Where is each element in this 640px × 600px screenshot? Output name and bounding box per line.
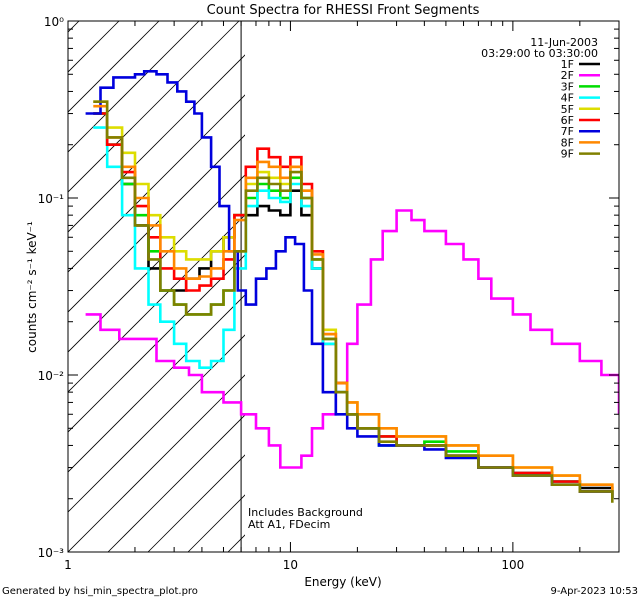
legend-label: 7F bbox=[561, 125, 574, 138]
hatch-line bbox=[68, 94, 245, 273]
hatch-line bbox=[68, 21, 80, 33]
y-tick-labels: 10⁰ 10⁻¹ 10⁻² 10⁻³ bbox=[38, 15, 65, 560]
legend-label: 6F bbox=[561, 114, 574, 127]
legend-label: 1F bbox=[561, 58, 574, 71]
series-group bbox=[85, 70, 619, 503]
chart-title: Count Spectra for RHESSI Front Segments bbox=[207, 3, 480, 18]
series-9F-line bbox=[93, 100, 614, 503]
series-1F-line bbox=[93, 112, 614, 499]
hatch-line bbox=[68, 21, 200, 153]
x-tick-label: 10 bbox=[283, 558, 298, 572]
annotation-background: Includes Background bbox=[248, 506, 363, 519]
legend-date: 11-Jun-2003 bbox=[530, 36, 598, 49]
footer-generated-by: Generated by hsi_min_spectra_plot.pro bbox=[2, 586, 198, 597]
legend-label: 3F bbox=[561, 80, 574, 93]
hatch-line bbox=[68, 374, 245, 552]
hatch-line bbox=[68, 254, 245, 433]
hatch-line bbox=[68, 54, 245, 233]
series-7F-line bbox=[85, 70, 614, 499]
series-6F-line bbox=[93, 112, 614, 499]
legend-label: 4F bbox=[561, 92, 574, 105]
hatch-line bbox=[68, 134, 245, 313]
axis-ticks bbox=[67, 20, 620, 553]
y-tick-label: 10⁻² bbox=[38, 369, 65, 383]
annotation-attenuator: Att A1, FDecim bbox=[248, 518, 330, 531]
legend-time-range: 03:29:00 to 03:30:00 bbox=[481, 47, 598, 60]
hatch-line bbox=[68, 21, 240, 193]
legend-label: 5F bbox=[561, 103, 574, 116]
x-tick-labels: 1 10 100 bbox=[64, 558, 524, 572]
plot-frame bbox=[67, 20, 620, 553]
hatch-line bbox=[68, 294, 245, 473]
legend-label: 8F bbox=[561, 136, 574, 149]
hatch-line bbox=[68, 214, 245, 393]
hatched-region bbox=[68, 21, 245, 552]
y-axis-label: counts cm⁻² s⁻¹ keV⁻¹ bbox=[25, 221, 39, 353]
hatch-line bbox=[227, 534, 245, 552]
series-8F-line bbox=[93, 104, 614, 495]
series-5F-line bbox=[93, 100, 614, 495]
hatch-line bbox=[68, 21, 160, 113]
series-4F-line bbox=[93, 126, 614, 499]
x-tick-label: 100 bbox=[501, 558, 524, 572]
hatch-line bbox=[107, 414, 245, 552]
legend-label: 9F bbox=[561, 148, 574, 161]
legend-label: 2F bbox=[561, 69, 574, 82]
y-tick-label: 10⁻¹ bbox=[38, 192, 65, 206]
hatch-line bbox=[147, 454, 245, 552]
series-3F-line bbox=[93, 112, 614, 499]
footer-timestamp: 9-Apr-2023 10:53 bbox=[551, 586, 638, 597]
y-tick-label: 10⁻³ bbox=[38, 546, 65, 560]
x-tick-label: 1 bbox=[64, 558, 72, 572]
y-tick-label: 10⁰ bbox=[44, 15, 64, 29]
hatch-line bbox=[68, 334, 245, 513]
x-axis-label: Energy (keV) bbox=[304, 575, 381, 589]
hatch-line bbox=[68, 174, 245, 353]
